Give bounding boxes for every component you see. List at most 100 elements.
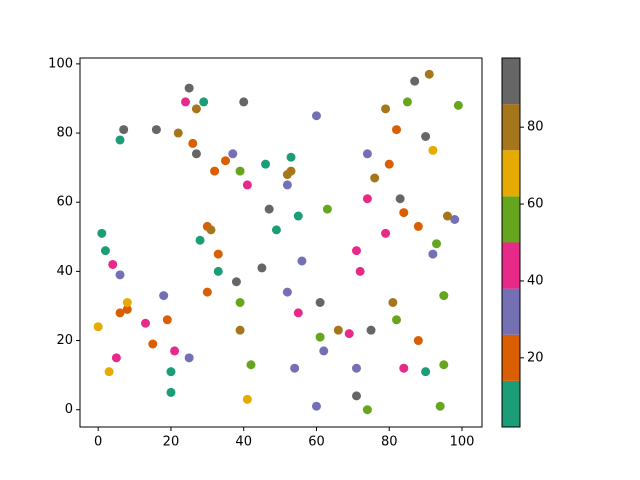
scatter-point [453, 100, 463, 110]
scatter-point [235, 325, 245, 335]
scatter-point [170, 346, 180, 356]
scatter-point [122, 298, 132, 308]
scatter-point [290, 363, 300, 373]
scatter-point [115, 270, 125, 280]
scatter-point [151, 125, 161, 135]
scatter-point [239, 97, 249, 107]
scatter-point [119, 125, 129, 135]
scatter-point [381, 104, 391, 114]
scatter-point [162, 315, 172, 325]
colorbar-segment [502, 288, 520, 335]
scatter-point [439, 360, 449, 370]
colorbar-tick-label: 20 [527, 350, 544, 365]
scatter-point [351, 363, 361, 373]
scatter-point [213, 249, 223, 259]
scatter-point [242, 394, 252, 404]
scatter-point [319, 346, 329, 356]
scatter-point [297, 256, 307, 266]
colorbar-segment [502, 150, 520, 197]
scatter-point [384, 159, 394, 169]
scatter-point [286, 152, 296, 162]
x-tick-label: 80 [381, 435, 398, 450]
colorbar-segment [502, 58, 520, 105]
scatter-point [173, 128, 183, 138]
scatter-point [122, 304, 132, 314]
colorbar-tick-label: 80 [527, 120, 544, 135]
scatter-point [395, 194, 405, 204]
scatter-point [388, 298, 398, 308]
scatter-point [166, 367, 176, 377]
scatter-point [399, 208, 409, 218]
scatter-point [159, 291, 169, 301]
scatter-point [97, 228, 107, 238]
scatter-point [366, 325, 376, 335]
scatter-point [195, 235, 205, 245]
colorbar-tick-label: 40 [527, 273, 544, 288]
scatter-point [235, 298, 245, 308]
x-tick-label: 20 [163, 435, 180, 450]
scatter-point [421, 132, 431, 142]
scatter-point [140, 318, 150, 328]
scatter-point [333, 325, 343, 335]
scatter-point [311, 111, 321, 121]
scatter-point [93, 322, 103, 332]
scatter-point [413, 221, 423, 231]
y-tick-label: 40 [56, 264, 73, 279]
x-tick-label: 60 [308, 435, 325, 450]
x-tick-label: 0 [94, 435, 102, 450]
scatter-point [351, 246, 361, 256]
scatter-point [191, 149, 201, 159]
scatter-point [293, 211, 303, 221]
y-tick-label: 60 [56, 195, 73, 210]
y-tick-label: 0 [65, 402, 73, 417]
scatter-point [432, 239, 442, 249]
scatter-point [228, 149, 238, 159]
scatter-point [293, 308, 303, 318]
scatter-point [213, 266, 223, 276]
scatter-point [282, 287, 292, 297]
colorbar-segment [502, 196, 520, 243]
scatter-point [104, 367, 114, 377]
scatter-point [344, 329, 354, 339]
scatter-point [115, 308, 125, 318]
scatter-point [370, 173, 380, 183]
y-tick-label: 20 [56, 333, 73, 348]
scatter-point [413, 336, 423, 346]
x-tick-label: 100 [450, 435, 475, 450]
scatter-point [100, 246, 110, 256]
scatter-point [421, 367, 431, 377]
colorbar-segment [502, 334, 520, 381]
colorbar-segment [502, 104, 520, 151]
scatter-point [221, 156, 231, 166]
colorbar-segment [502, 380, 520, 427]
scatter-point [450, 215, 460, 225]
scatter-point [402, 97, 412, 107]
scatter-point [246, 360, 256, 370]
scatter-point [428, 249, 438, 259]
scatter-point [439, 291, 449, 301]
scatter-point [210, 166, 220, 176]
colorbar-segment [502, 242, 520, 289]
scatter-point [362, 405, 372, 415]
scatter-point [264, 204, 274, 214]
scatter-point [191, 104, 201, 114]
scatter-point [311, 401, 321, 411]
scatter-point [381, 228, 391, 238]
scatter-point [166, 387, 176, 397]
scatter-point [108, 259, 118, 269]
scatter-point [399, 363, 409, 373]
scatter-point [111, 353, 121, 363]
scatter-point [410, 76, 420, 86]
scatter-point [271, 225, 281, 235]
colorbar-frame [501, 57, 521, 428]
colorbar-tick-label: 60 [527, 197, 544, 212]
scatter-point [351, 391, 361, 401]
x-tick-label: 40 [235, 435, 252, 450]
scatter-point [199, 97, 209, 107]
scatter-point [362, 194, 372, 204]
y-tick-label: 100 [48, 56, 73, 71]
scatter-point [202, 287, 212, 297]
scatter-point [181, 97, 191, 107]
scatter-point [242, 180, 252, 190]
